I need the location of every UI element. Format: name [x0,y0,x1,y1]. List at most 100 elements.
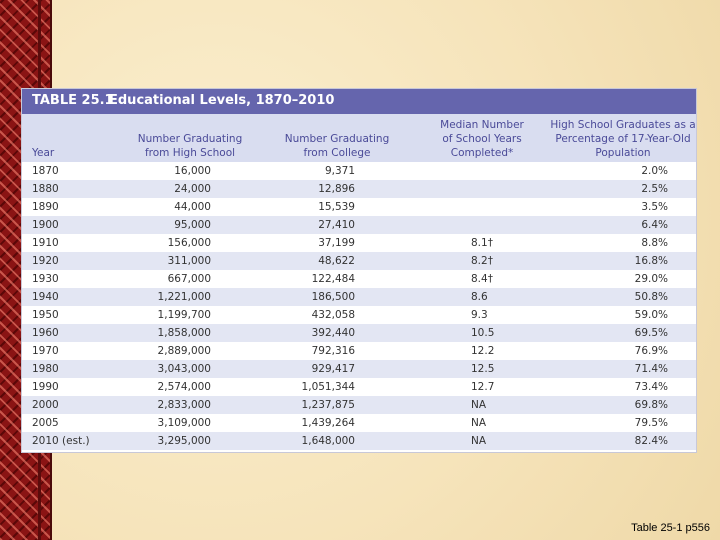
table-row: 1920 311,000 48,622 8.2† 16.8% [22,252,696,270]
table-row: 1900 95,000 27,410 6.4% [22,216,696,234]
title-bar: TABLE 25.1 Educational Levels, 1870–2010 [22,89,696,114]
table-cell: 1,439,264 [301,417,355,429]
table-cell: 156,000 [167,237,211,249]
table-cell: 122,484 [311,273,355,285]
table-row: 2010 (est.) 3,295,000 1,648,000 NA 82.4% [22,432,696,450]
table-cell: 95,000 [174,219,211,231]
table-cell: 27,410 [318,219,355,231]
table-row: 1980 3,043,000 929,417 12.5 71.4% [22,360,696,378]
column-heading: High School Graduates as a [550,119,696,131]
table-cell: 1940 [32,291,59,303]
table-cell: 24,000 [174,183,211,195]
table-cell: 8.6 [471,291,488,303]
table-cell: 1890 [32,201,59,213]
table-cell: 69.8% [634,399,668,411]
table-cell: 1900 [32,219,59,231]
table-cell: 48,622 [318,255,355,267]
table-row: 2005 3,109,000 1,439,264 NA 79.5% [22,414,696,432]
table-row: 1910 156,000 37,199 8.1† 8.8% [22,234,696,252]
table-cell: 71.4% [634,363,668,375]
table-cell: 1870 [32,165,59,177]
column-heading: Number Graduating [284,133,390,145]
table-cell: 59.0% [634,309,668,321]
table-cell: 2.0% [641,165,668,177]
table-cell: 2010 (est.) [32,435,90,447]
table-cell: 929,417 [311,363,355,375]
table-cell: 1,648,000 [301,435,355,447]
table-cell: 667,000 [167,273,211,285]
column-header: Year Number Graduating from High School Num… [22,114,696,162]
table-cell: 15,539 [318,201,355,213]
table-cell: 73.4% [634,381,668,393]
table-row: 1890 44,000 15,539 3.5% [22,198,696,216]
table-row: 1950 1,199,700 432,058 9.3 59.0% [22,306,696,324]
table-cell: 2,889,000 [157,345,211,357]
table-cell: 1930 [32,273,59,285]
table-cell: 3,295,000 [157,435,211,447]
table-cell: 9,371 [324,165,355,177]
table-cell: 3,109,000 [157,417,211,429]
table-row: 1940 1,221,000 186,500 8.6 50.8% [22,288,696,306]
table-cell: 8.2† [471,255,493,267]
table-cell: 186,500 [311,291,355,303]
column-heading: from High School [144,147,236,159]
table-cell: 2,574,000 [157,381,211,393]
table-cell: 1,858,000 [157,327,211,339]
table-cell: 1950 [32,309,59,321]
table: TABLE 25.1 Educational Levels, 1870–2010… [22,89,696,452]
table-cell: 8.4† [471,273,493,285]
table-cell: 392,440 [311,327,355,339]
table-cell: NA [471,399,487,411]
table-cell: 2000 [32,399,59,411]
table-row: 2000 2,833,000 1,237,875 NA 69.8% [22,396,696,414]
column-heading: Median Number [440,119,524,131]
table-cell: 16,000 [174,165,211,177]
table-row: 1990 2,574,000 1,051,344 12.7 73.4% [22,378,696,396]
table-row: 1870 16,000 9,371 2.0% [22,162,696,180]
table-cell: 1990 [32,381,59,393]
table-label: TABLE 25.1 [32,93,114,108]
column-heading: Percentage of 17-Year-Old [555,133,691,145]
table-cell: 1,199,700 [157,309,211,321]
table-cell: 76.9% [634,345,668,357]
table-cell: 50.8% [634,291,668,303]
table-cell: 10.5 [471,327,495,339]
table-cell: 12.7 [471,381,495,393]
table-cell: 12.5 [471,363,495,375]
table-cell: 1960 [32,327,59,339]
column-heading: Number Graduating [137,133,243,145]
column-heading: Year [32,147,55,159]
table-cell: 1880 [32,183,59,195]
table-row: 1930 667,000 122,484 8.4† 29.0% [22,270,696,288]
table-row: 1880 24,000 12,896 2.5% [22,180,696,198]
table-cell: 1,221,000 [157,291,211,303]
table-cell: 6.4% [641,219,668,231]
table-title: Educational Levels, 1870–2010 [109,93,335,108]
table-cell: 1920 [32,255,59,267]
table-cell: 3.5% [641,201,668,213]
table-cell: 12,896 [318,183,355,195]
table-cell: 1,237,875 [301,399,355,411]
table-cell: 44,000 [174,201,211,213]
column-heading: Population [595,147,651,159]
table-cell: 12.2 [471,345,495,357]
column-heading: Completed* [450,147,514,159]
table-cell: 1910 [32,237,59,249]
table-cell: 8.8% [641,237,668,249]
table-cell: 9.3 [471,309,488,321]
table-cell: 37,199 [318,237,355,249]
caption: Table 25-1 p556 [631,522,710,534]
table-cell: 69.5% [634,327,668,339]
table-cell: 2.5% [641,183,668,195]
table-cell: 29.0% [634,273,668,285]
table-cell: 432,058 [311,309,355,321]
table-cell: 2005 [32,417,59,429]
table-cell: 16.8% [634,255,668,267]
table-cell: 792,316 [311,345,355,357]
table-cell: 1,051,344 [301,381,355,393]
table-cell: NA [471,417,487,429]
table-row: 1970 2,889,000 792,316 12.2 76.9% [22,342,696,360]
table-row: 1960 1,858,000 392,440 10.5 69.5% [22,324,696,342]
column-heading: from College [303,147,371,159]
